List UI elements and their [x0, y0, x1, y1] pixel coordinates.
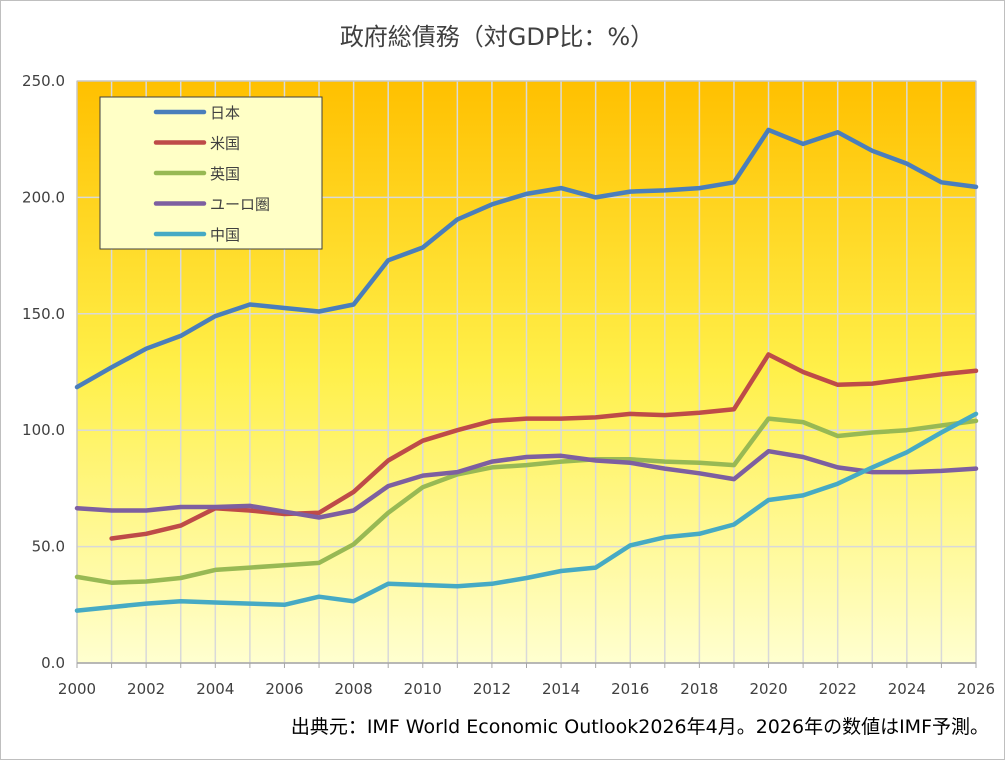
- y-tick-label: 150.0: [22, 305, 65, 323]
- legend-label: 中国: [210, 226, 240, 244]
- axes: 0.0 50.0 100.0 150.0 200.0 250.0 2000 2002 2004 2…: [22, 72, 995, 698]
- x-tick-label: 2018: [680, 680, 718, 698]
- x-tick-label: 2002: [127, 680, 165, 698]
- series-line-中国: [74, 411, 979, 613]
- series-line-英国: [74, 416, 979, 585]
- x-tick-label: 2008: [335, 680, 373, 698]
- x-tick-label: 2024: [888, 680, 926, 698]
- y-tick-label: 0.0: [41, 654, 65, 672]
- x-tick-label: 2020: [749, 680, 787, 698]
- series-line-米国: [109, 352, 979, 541]
- x-tick-label: 2014: [542, 680, 580, 698]
- series-lines: [74, 127, 979, 613]
- y-tick-label: 200.0: [22, 188, 65, 206]
- legend-box: [99, 96, 323, 250]
- series-line-ユーロ圏: [74, 448, 979, 520]
- y-tick-label: 100.0: [22, 421, 65, 439]
- y-tick-label: 50.0: [32, 538, 65, 556]
- x-tick-label: 2000: [58, 680, 96, 698]
- x-tick-label: 2016: [611, 680, 649, 698]
- legend-label: 米国: [210, 135, 240, 153]
- x-tick-label: 2010: [404, 680, 442, 698]
- series-line-日本: [74, 127, 979, 390]
- legend-label: 日本: [210, 104, 240, 122]
- x-tick-label: 2026: [957, 680, 995, 698]
- chart-title: 政府総債務（対GDP比：%）: [340, 23, 654, 51]
- x-tick-label: 2006: [265, 680, 303, 698]
- legend-label: ユーロ圏: [210, 196, 270, 214]
- source-footnote: 出典元：IMF World Economic Outlook2026年4月。20…: [291, 716, 989, 738]
- legend-label: 英国: [210, 165, 240, 183]
- y-tick-label: 250.0: [22, 72, 65, 90]
- x-tick-label: 2012: [473, 680, 511, 698]
- x-tick-label: 2022: [819, 680, 857, 698]
- x-tick-label: 2004: [196, 680, 234, 698]
